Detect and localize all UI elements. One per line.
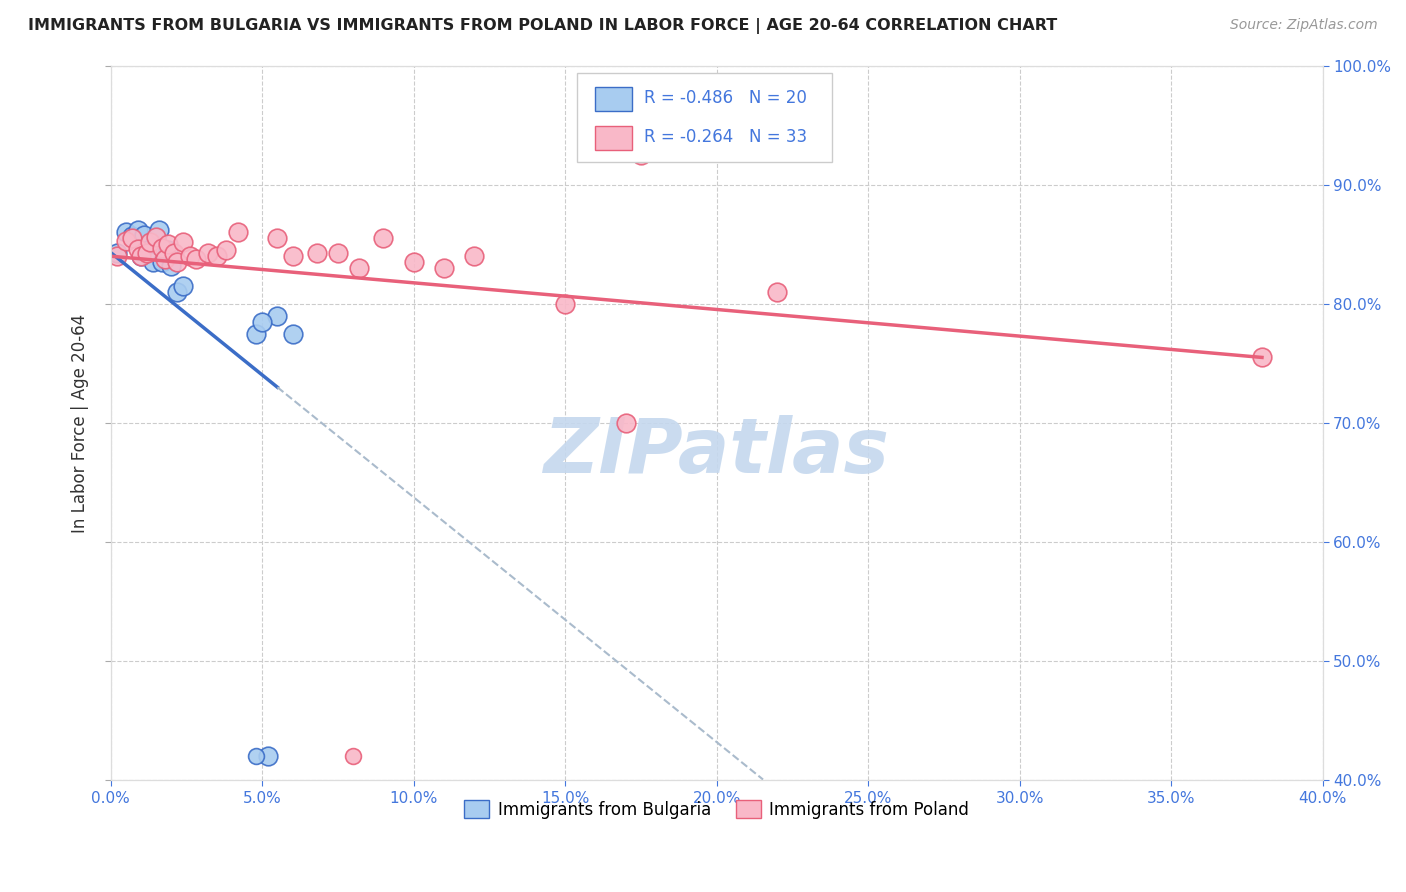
Point: [150, 241, 173, 255]
Point: [148, 223, 170, 237]
Point: [142, 255, 165, 269]
Point: [145, 230, 167, 244]
Point: [305, 245, 328, 260]
Point: [172, 235, 194, 249]
Point: [373, 231, 395, 245]
Y-axis label: In Labor Force | Age 20-64: In Labor Force | Age 20-64: [72, 313, 89, 533]
Point: [105, 245, 128, 260]
Point: [129, 249, 152, 263]
Text: Source: ZipAtlas.com: Source: ZipAtlas.com: [1230, 18, 1378, 32]
Point: [105, 249, 128, 263]
Point: [266, 231, 288, 245]
Point: [197, 245, 219, 260]
Point: [402, 255, 425, 269]
Point: [614, 416, 637, 430]
Point: [155, 252, 177, 266]
Point: [160, 259, 183, 273]
Point: [139, 235, 162, 249]
Point: [127, 242, 149, 256]
Point: [172, 279, 194, 293]
FancyBboxPatch shape: [578, 73, 832, 162]
Text: IMMIGRANTS FROM BULGARIA VS IMMIGRANTS FROM POLAND IN LABOR FORCE | AGE 20-64 CO: IMMIGRANTS FROM BULGARIA VS IMMIGRANTS F…: [28, 18, 1057, 34]
Point: [252, 315, 274, 329]
Point: [115, 225, 138, 239]
Point: [129, 249, 152, 263]
Point: [115, 234, 138, 248]
Point: [463, 249, 485, 263]
Point: [281, 326, 304, 341]
Point: [266, 309, 288, 323]
Point: [281, 249, 304, 263]
Text: R = -0.486   N = 20: R = -0.486 N = 20: [644, 88, 807, 107]
Point: [433, 261, 456, 276]
Bar: [596, 87, 631, 111]
Point: [145, 231, 167, 245]
Point: [347, 261, 370, 276]
Point: [163, 245, 186, 260]
Point: [157, 237, 180, 252]
Text: R = -0.264   N = 33: R = -0.264 N = 33: [644, 128, 807, 146]
Point: [179, 249, 201, 263]
Point: [245, 326, 267, 341]
Point: [630, 148, 652, 162]
Legend: Immigrants from Bulgaria, Immigrants from Poland: Immigrants from Bulgaria, Immigrants fro…: [457, 794, 976, 826]
Point: [121, 231, 143, 245]
Point: [257, 749, 280, 764]
Point: [554, 297, 576, 311]
Point: [205, 249, 228, 263]
Point: [136, 245, 159, 260]
Point: [166, 255, 188, 269]
Point: [121, 229, 143, 244]
Point: [342, 749, 364, 764]
Point: [326, 245, 349, 260]
Point: [157, 244, 180, 258]
Point: [226, 225, 249, 239]
Point: [245, 749, 267, 764]
Point: [215, 244, 238, 258]
Point: [127, 223, 149, 237]
Point: [184, 252, 207, 266]
Point: [1251, 351, 1274, 365]
Point: [150, 255, 173, 269]
Point: [766, 285, 789, 299]
Point: [132, 227, 155, 242]
Point: [139, 242, 162, 256]
Text: ZIPatlas: ZIPatlas: [544, 415, 890, 489]
Point: [166, 285, 188, 299]
Bar: [596, 126, 631, 150]
